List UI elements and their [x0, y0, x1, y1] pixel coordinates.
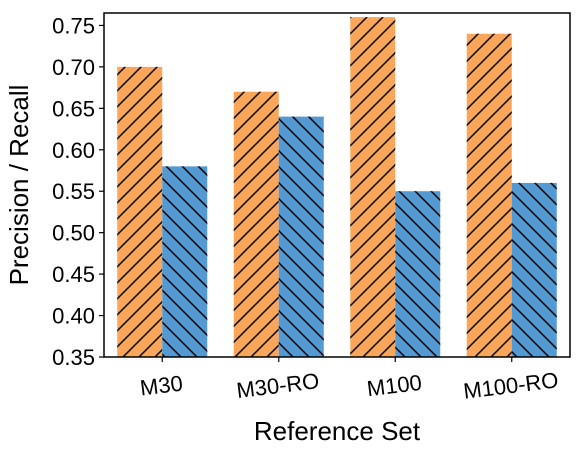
- y-tick-label-0.50: 0.50: [52, 221, 95, 246]
- bar-hatch-m100-a: [350, 17, 396, 357]
- x-axis: M30 M30-RO M100 M100-RO: [139, 357, 560, 404]
- y-tick-label-0.45: 0.45: [52, 262, 95, 287]
- y-tick-label-0.65: 0.65: [52, 96, 95, 121]
- x-tick-label-m100: M100: [365, 370, 423, 402]
- bars-group: [117, 17, 557, 358]
- bar-hatch-m30-b: [162, 166, 208, 357]
- x-tick-label-m30-ro: M30-RO: [235, 368, 321, 403]
- bar-hatch-m100-ro-b: [511, 182, 557, 357]
- y-tick-label-0.55: 0.55: [52, 179, 95, 204]
- x-tick-label-m100-ro: M100-RO: [462, 367, 560, 403]
- bar-hatch-m100-ro-a: [466, 33, 512, 357]
- y-tick-label-0.40: 0.40: [52, 304, 95, 329]
- bar-hatch-m30-ro-b: [278, 116, 324, 357]
- plot-frame: [103, 12, 571, 358]
- y-tick-label-0.70: 0.70: [52, 55, 95, 80]
- y-axis: 0.35 0.40 0.45 0.50 0.55 0.60 0.65 0.70 0.75: [52, 13, 104, 370]
- y-axis-title: Precision / Recall: [4, 85, 34, 286]
- x-axis-title: Reference Set: [254, 416, 421, 446]
- bar-hatch-m100-b: [395, 191, 441, 357]
- x-tick-label-m30: M30: [139, 371, 185, 401]
- bar-hatch-m30-a: [117, 66, 163, 357]
- y-tick-label-0.35: 0.35: [52, 345, 95, 370]
- y-tick-label-0.60: 0.60: [52, 138, 95, 163]
- bar-hatch-m30-ro-a: [233, 91, 279, 358]
- y-tick-label-0.75: 0.75: [52, 13, 95, 38]
